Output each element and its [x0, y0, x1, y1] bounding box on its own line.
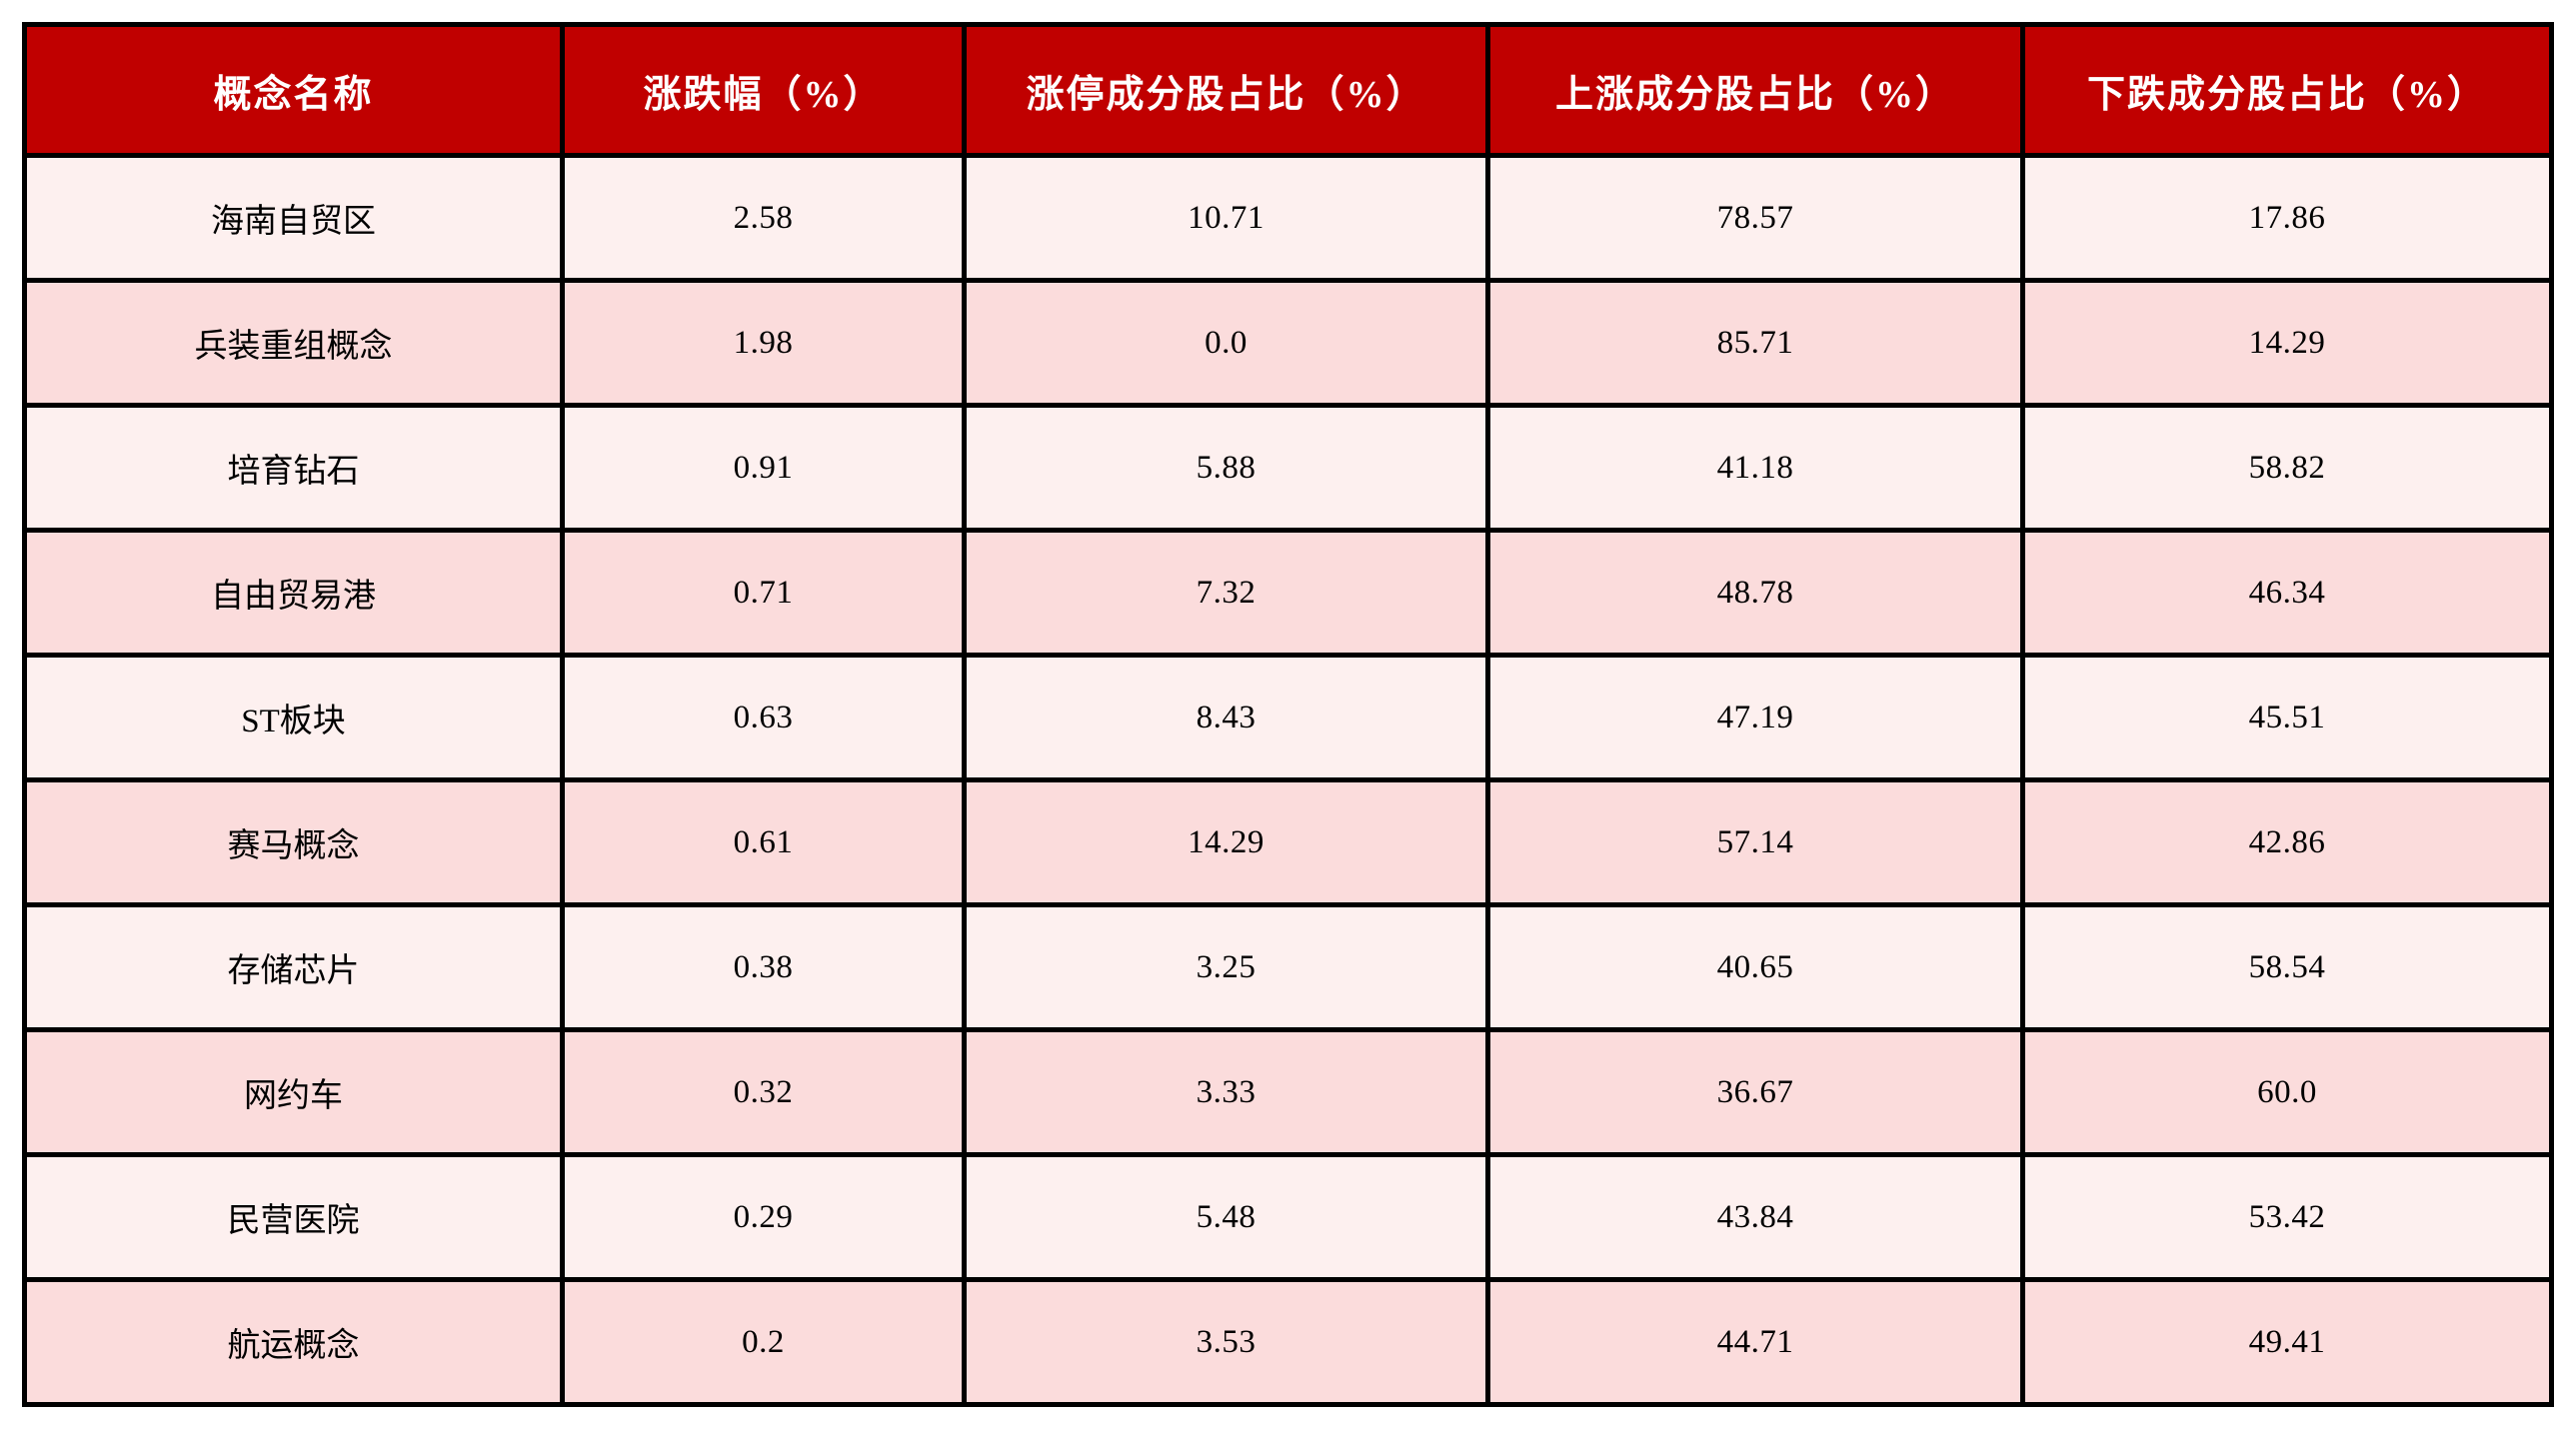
value-cell: 0.61 — [560, 777, 967, 907]
value-cell: 5.48 — [962, 1152, 1490, 1282]
value-cell: 7.32 — [962, 528, 1490, 658]
value-cell: 14.29 — [962, 777, 1490, 907]
table-body: 海南自贸区 2.58 10.71 78.57 17.86 兵装重组概念 1.98 0.0 85.… — [22, 153, 2554, 1407]
value-cell: 0.38 — [560, 902, 967, 1032]
col-header-falling-share-pct: 下跌成分股占比（%） — [2020, 22, 2554, 158]
concept-name-cell: 存储芯片 — [22, 902, 565, 1032]
concept-name-cell: 兵装重组概念 — [22, 278, 565, 408]
col-header-rising-share-pct: 上涨成分股占比（%） — [1485, 22, 2025, 158]
table-row: 民营医院 0.29 5.48 43.84 53.42 — [22, 1152, 2554, 1282]
concept-name-cell: 民营医院 — [22, 1152, 565, 1282]
value-cell: 46.34 — [2020, 528, 2554, 658]
table-row: 培育钻石 0.91 5.88 41.18 58.82 — [22, 403, 2554, 533]
concept-name-cell: ST板块 — [22, 653, 565, 782]
value-cell: 53.42 — [2020, 1152, 2554, 1282]
concept-name-cell: 赛马概念 — [22, 777, 565, 907]
value-cell: 0.71 — [560, 528, 967, 658]
concept-name-cell: 自由贸易港 — [22, 528, 565, 658]
value-cell: 44.71 — [1485, 1277, 2025, 1407]
value-cell: 0.29 — [560, 1152, 967, 1282]
value-cell: 17.86 — [2020, 153, 2554, 283]
value-cell: 5.88 — [962, 403, 1490, 533]
value-cell: 58.54 — [2020, 902, 2554, 1032]
value-cell: 41.18 — [1485, 403, 2025, 533]
value-cell: 0.2 — [560, 1277, 967, 1407]
value-cell: 8.43 — [962, 653, 1490, 782]
value-cell: 0.0 — [962, 278, 1490, 408]
concept-name-cell: 网约车 — [22, 1027, 565, 1157]
value-cell: 58.82 — [2020, 403, 2554, 533]
value-cell: 3.33 — [962, 1027, 1490, 1157]
col-header-change-pct: 涨跌幅（%） — [560, 22, 967, 158]
col-header-concept-name: 概念名称 — [22, 22, 565, 158]
concept-name-cell: 航运概念 — [22, 1277, 565, 1407]
table-row: 存储芯片 0.38 3.25 40.65 58.54 — [22, 902, 2554, 1032]
concept-name-cell: 培育钻石 — [22, 403, 565, 533]
value-cell: 48.78 — [1485, 528, 2025, 658]
col-header-limit-up-share-pct: 涨停成分股占比（%） — [962, 22, 1490, 158]
concept-name-cell: 海南自贸区 — [22, 153, 565, 283]
table-row: 赛马概念 0.61 14.29 57.14 42.86 — [22, 777, 2554, 907]
table-row: 自由贸易港 0.71 7.32 48.78 46.34 — [22, 528, 2554, 658]
value-cell: 0.32 — [560, 1027, 967, 1157]
value-cell: 49.41 — [2020, 1277, 2554, 1407]
table-row: 海南自贸区 2.58 10.71 78.57 17.86 — [22, 153, 2554, 283]
table-row: ST板块 0.63 8.43 47.19 45.51 — [22, 653, 2554, 782]
value-cell: 1.98 — [560, 278, 967, 408]
value-cell: 0.63 — [560, 653, 967, 782]
table-row: 航运概念 0.2 3.53 44.71 49.41 — [22, 1277, 2554, 1407]
value-cell: 40.65 — [1485, 902, 2025, 1032]
table-row: 兵装重组概念 1.98 0.0 85.71 14.29 — [22, 278, 2554, 408]
value-cell: 47.19 — [1485, 653, 2025, 782]
value-cell: 10.71 — [962, 153, 1490, 283]
value-cell: 60.0 — [2020, 1027, 2554, 1157]
value-cell: 0.91 — [560, 403, 967, 533]
value-cell: 36.67 — [1485, 1027, 2025, 1157]
table-row: 网约车 0.32 3.33 36.67 60.0 — [22, 1027, 2554, 1157]
value-cell: 3.53 — [962, 1277, 1490, 1407]
value-cell: 2.58 — [560, 153, 967, 283]
value-cell: 3.25 — [962, 902, 1490, 1032]
concept-sector-table: 概念名称 涨跌幅（%） 涨停成分股占比（%） 上涨成分股占比（%） 下跌成分股占比（%）… — [22, 22, 2554, 1407]
value-cell: 85.71 — [1485, 278, 2025, 408]
value-cell: 14.29 — [2020, 278, 2554, 408]
value-cell: 42.86 — [2020, 777, 2554, 907]
value-cell: 57.14 — [1485, 777, 2025, 907]
table-header: 概念名称 涨跌幅（%） 涨停成分股占比（%） 上涨成分股占比（%） 下跌成分股占比（%） — [22, 22, 2554, 158]
value-cell: 45.51 — [2020, 653, 2554, 782]
value-cell: 43.84 — [1485, 1152, 2025, 1282]
table-header-row: 概念名称 涨跌幅（%） 涨停成分股占比（%） 上涨成分股占比（%） 下跌成分股占比（%） — [22, 22, 2554, 158]
value-cell: 78.57 — [1485, 153, 2025, 283]
